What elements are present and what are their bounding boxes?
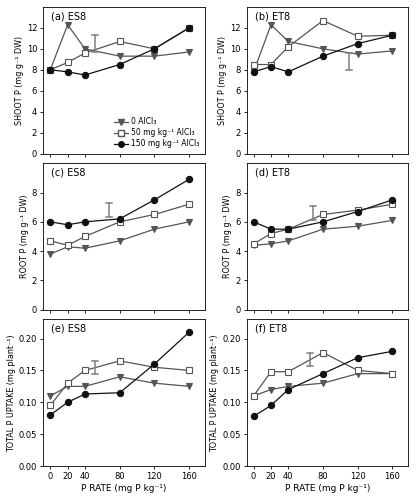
X-axis label: P RATE (mg P kg⁻¹): P RATE (mg P kg⁻¹) — [81, 484, 167, 493]
Y-axis label: TOTAL P UPTAKE (mg plant⁻¹): TOTAL P UPTAKE (mg plant⁻¹) — [7, 334, 16, 452]
Y-axis label: SHOOT P (mg g⁻¹ DW): SHOOT P (mg g⁻¹ DW) — [218, 36, 227, 125]
Text: (d) ET8: (d) ET8 — [255, 168, 290, 177]
Text: (c) ES8: (c) ES8 — [51, 168, 86, 177]
Y-axis label: TOTAL P UPTAKE (mg plant⁻¹): TOTAL P UPTAKE (mg plant⁻¹) — [210, 334, 219, 452]
Y-axis label: SHOOT P (mg g⁻¹ DW): SHOOT P (mg g⁻¹ DW) — [15, 36, 24, 125]
Legend: 0 AlCl₃, 50 mg kg⁻¹ AlCl₃, 150 mg kg⁻¹ AlCl₃: 0 AlCl₃, 50 mg kg⁻¹ AlCl₃, 150 mg kg⁻¹ A… — [112, 116, 201, 150]
Text: (a) ES8: (a) ES8 — [51, 12, 87, 22]
Text: (f) ET8: (f) ET8 — [255, 324, 287, 334]
Text: (e) ES8: (e) ES8 — [51, 324, 87, 334]
Y-axis label: ROOT P (mg g⁻¹ DW): ROOT P (mg g⁻¹ DW) — [20, 194, 29, 278]
X-axis label: P RATE (mg P kg⁻¹): P RATE (mg P kg⁻¹) — [285, 484, 370, 493]
Y-axis label: ROOT P (mg g⁻¹ DW): ROOT P (mg g⁻¹ DW) — [223, 194, 232, 278]
Text: (b) ET8: (b) ET8 — [255, 12, 290, 22]
